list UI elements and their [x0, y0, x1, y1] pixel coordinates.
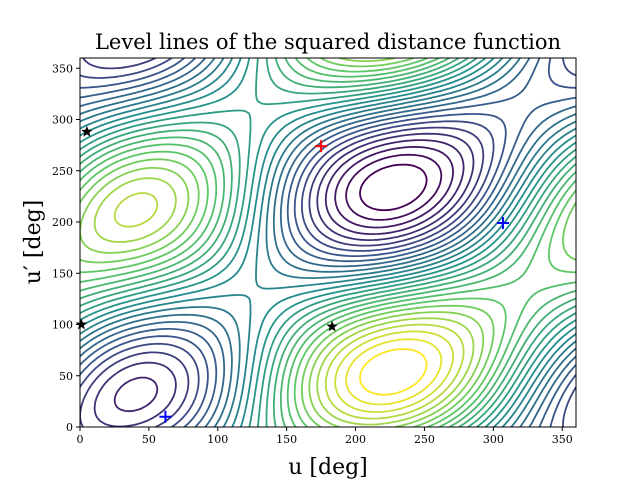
y-tick-label: 50: [59, 370, 73, 383]
y-axis-label: u′ [deg]: [21, 200, 46, 285]
y-tick-label: 350: [52, 62, 73, 75]
y-tick-label: 150: [52, 267, 73, 280]
x-tick-label: 100: [207, 433, 228, 446]
y-tick-label: 250: [52, 165, 73, 178]
y-tick-label: 0: [66, 421, 73, 434]
chart-title: Level lines of the squared distance func…: [95, 30, 561, 54]
y-tick-label: 200: [52, 216, 73, 229]
contour-line: [360, 165, 427, 211]
contour-line: [360, 349, 427, 395]
saddle-marker: [76, 319, 87, 330]
x-tick-label: 250: [414, 433, 435, 446]
x-tick-label: 50: [142, 433, 156, 446]
x-tick-label: 200: [345, 433, 366, 446]
x-tick-label: 300: [483, 433, 504, 446]
x-tick-label: 150: [276, 433, 297, 446]
x-tick-label: 350: [552, 433, 573, 446]
x-axis: 0 50 100 150 200 250 300 350: [77, 427, 573, 446]
maximum-marker: [315, 140, 327, 152]
x-tick-label: 0: [77, 433, 84, 446]
y-tick-label: 100: [52, 319, 73, 332]
y-tick-label: 300: [52, 114, 73, 127]
x-axis-label: u [deg]: [288, 455, 368, 480]
y-axis: 0 50 100 150 200 250 300 350: [52, 62, 80, 434]
contour-plot: [80, 58, 576, 427]
